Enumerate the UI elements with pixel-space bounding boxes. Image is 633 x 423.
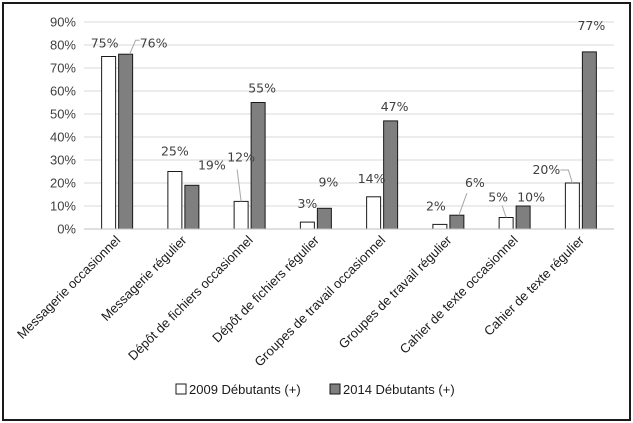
legend-swatch-2009 <box>175 383 187 395</box>
data-label-2009: 12% <box>227 149 255 164</box>
data-label-2009: 20% <box>532 162 560 177</box>
y-tick-label: 20% <box>50 176 76 191</box>
legend-swatch-2014 <box>329 383 341 395</box>
y-tick-label: 80% <box>50 38 76 53</box>
data-labels: 75% 76% 25% 19%12% 55% 3%9% 14% 47% 2% 6%5% 10% 20%… <box>91 18 606 213</box>
y-tick-label: 40% <box>50 130 76 145</box>
data-label-2009: 75% <box>91 36 119 51</box>
data-label-2009: 5% <box>488 190 508 205</box>
bar-2009 <box>498 217 514 230</box>
y-tick-label: 0% <box>57 222 76 237</box>
legend: 2009 Débutants (+) 2014 Débutants (+) <box>175 382 455 397</box>
bar-2009 <box>564 182 580 230</box>
bar-2014 <box>581 51 597 230</box>
data-label-2014: 6% <box>465 175 485 190</box>
data-label-2014: 10% <box>517 190 545 205</box>
x-tick-label: Dépôt de fichiers occasionnel <box>125 232 256 363</box>
x-tick-label: Cahier de texte occasionnel <box>397 232 521 356</box>
data-label-2014: 47% <box>381 99 409 114</box>
y-tick-label: 70% <box>50 61 76 76</box>
bar-2014 <box>184 184 200 230</box>
data-label-2014: 77% <box>577 18 605 33</box>
bar-2014 <box>250 102 266 230</box>
y-tick-label: 60% <box>50 84 76 99</box>
leader-line <box>458 193 468 216</box>
data-label-2014: 19% <box>198 157 226 172</box>
bar-2009 <box>299 221 315 230</box>
bar-2009 <box>233 200 249 230</box>
bars <box>101 51 597 230</box>
data-label-2009: 25% <box>161 144 189 159</box>
leader-line <box>129 39 140 55</box>
bar-2009 <box>101 56 117 230</box>
data-label-2009: 2% <box>426 198 446 213</box>
x-tick-label: Groupes de travail régulier <box>336 232 455 351</box>
y-tick-label: 10% <box>50 199 76 214</box>
data-label-2014: 76% <box>140 36 168 51</box>
bar-2014 <box>316 207 332 230</box>
data-label-2009: 14% <box>358 171 386 186</box>
legend-label-2014: 2014 Débutants (+) <box>343 382 455 397</box>
bar-2014 <box>383 120 399 230</box>
legend-label-2009: 2009 Débutants (+) <box>189 382 301 397</box>
data-label-2014: 9% <box>318 174 338 189</box>
x-tick-label: Groupes de travail occasionnel <box>251 232 388 369</box>
data-label-2014: 55% <box>248 81 276 96</box>
bar-chart: 0% 10% 20% 30% 40% 50% 60% 70% 80% 90% 75% 76% 25% 1… <box>14 15 614 397</box>
x-tick-label: Messagerie occasionnel <box>14 232 123 341</box>
leader-line <box>501 205 507 218</box>
y-axis-ticks: 0% 10% 20% 30% 40% 50% 60% 70% 80% 90% <box>50 15 76 237</box>
y-tick-label: 90% <box>50 15 76 30</box>
bar-2014 <box>449 214 465 230</box>
bar-2009 <box>366 196 382 230</box>
bar-2009 <box>432 223 448 230</box>
leader-line <box>236 169 242 202</box>
bar-2014 <box>515 205 531 230</box>
y-tick-label: 30% <box>50 153 76 168</box>
bar-2014 <box>118 53 134 230</box>
leader-line <box>560 169 573 184</box>
y-tick-label: 50% <box>50 107 76 122</box>
data-label-2009: 3% <box>297 196 317 211</box>
bar-2009 <box>167 171 183 230</box>
leader-lines <box>129 39 573 218</box>
x-tick-label: Dépôt de fichiers régulier <box>209 232 322 345</box>
